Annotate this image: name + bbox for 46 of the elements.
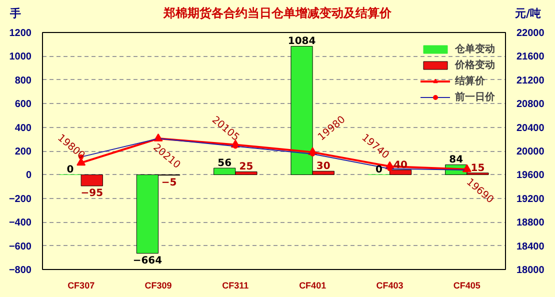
- y2-tick-label: 20800: [516, 99, 545, 110]
- legend-label: 结算价: [455, 74, 485, 88]
- data-label: 15: [470, 162, 485, 174]
- legend-label: 仓单变动: [455, 42, 495, 56]
- x-tick-label: CF307: [68, 280, 95, 290]
- data-label: −95: [80, 188, 104, 199]
- y-tick-label: 1000: [9, 52, 32, 63]
- x-tick-label: CF403: [376, 280, 404, 290]
- y-tick-label: 1200: [9, 28, 32, 39]
- y2-tick-label: 18800: [516, 218, 545, 229]
- y2-tick-label: 19200: [516, 194, 545, 205]
- data-label: 84: [449, 154, 464, 166]
- y2-tick-label: 18000: [516, 265, 545, 276]
- legend-label: 价格变动: [455, 58, 495, 72]
- data-label: −5: [161, 177, 177, 188]
- data-label: 30: [316, 161, 330, 172]
- y-tick-label: 600: [14, 99, 32, 110]
- y2-tick-label: 20000: [516, 146, 545, 158]
- data-label: 0: [375, 164, 382, 176]
- y-tick-label: −600: [8, 241, 32, 252]
- chart-title: 郑棉期货各合约当日仓单增减变动及结算价: [164, 6, 392, 20]
- y-tick-label: −400: [8, 218, 32, 229]
- data-label: 56: [218, 158, 232, 170]
- y-tick-label: −200: [8, 194, 32, 205]
- y-tick-label: 400: [14, 122, 32, 134]
- data-label: 1084: [288, 36, 316, 48]
- y-tick-label: 0: [26, 170, 32, 182]
- y-axis-title: 手: [10, 6, 21, 22]
- data-label: 0: [66, 164, 74, 176]
- x-tick-label: CF401: [299, 280, 326, 290]
- x-tick-label: CF405: [453, 280, 480, 290]
- y2-tick-label: 22000: [516, 28, 545, 39]
- y2-tick-label: 20400: [516, 122, 545, 134]
- x-tick-label: CF309: [144, 280, 172, 290]
- y2-axis-title: 元/吨: [514, 6, 541, 22]
- legend-label: 前一日价: [455, 90, 495, 104]
- y2-tick-label: 19600: [516, 170, 545, 182]
- data-label: 25: [239, 162, 254, 173]
- data-label: −664: [132, 255, 162, 266]
- y-tick-label: 200: [14, 146, 32, 158]
- y-tick-label: −800: [8, 265, 32, 276]
- y-tick-label: 800: [14, 75, 32, 86]
- x-tick-label: CF311: [222, 280, 249, 290]
- y2-tick-label: 21600: [516, 52, 545, 63]
- y2-tick-label: 21200: [516, 75, 545, 86]
- y2-tick-label: 18400: [516, 241, 545, 252]
